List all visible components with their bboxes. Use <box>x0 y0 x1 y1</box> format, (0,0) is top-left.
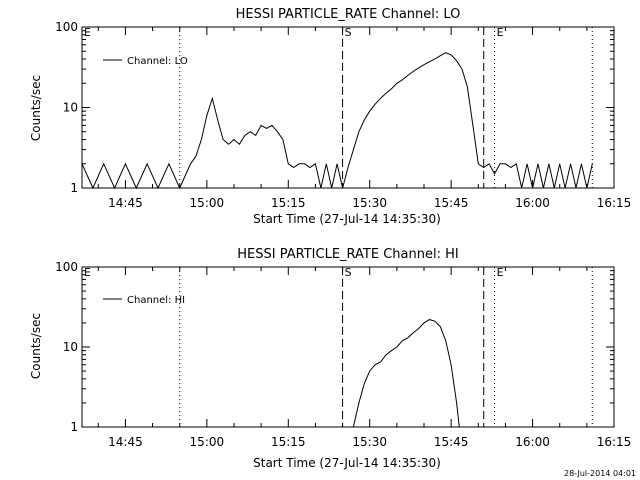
x-tick-label: 15:45 <box>434 196 469 210</box>
y-tick-label: 1 <box>70 420 78 434</box>
chart-panel-hi: HESSI PARTICLE_RATE Channel: HI Counts/s… <box>29 247 631 470</box>
y-tick-label: 10 <box>63 340 78 354</box>
x-tick-label: 15:30 <box>352 435 387 449</box>
chart-panel-lo: HESSI PARTICLE_RATE Channel: LO Counts/s… <box>29 7 631 226</box>
x-tick-label: 16:15 <box>597 196 632 210</box>
y-tick-label: 10 <box>63 101 78 115</box>
series-line <box>352 319 460 428</box>
chart-title: HESSI PARTICLE_RATE Channel: HI <box>237 247 458 262</box>
x-tick-label: 15:15 <box>271 196 306 210</box>
marker-label: E <box>497 26 504 39</box>
x-tick-label: 15:15 <box>271 435 306 449</box>
marker-label: E <box>84 266 91 279</box>
legend: Channel: LO <box>103 56 188 67</box>
marker-label: E <box>497 266 504 279</box>
x-tick-label: 15:30 <box>352 196 387 210</box>
x-axis-label: Start Time (27-Jul-14 14:35:30) <box>253 212 441 226</box>
y-axis-label: Counts/sec <box>29 313 43 379</box>
y-tick-label: 100 <box>55 260 78 274</box>
x-tick-label: 15:45 <box>434 435 469 449</box>
marker-label: S <box>345 26 352 39</box>
legend: Channel: HI <box>103 295 185 306</box>
legend-label: Channel: LO <box>127 56 188 67</box>
series-line <box>81 52 593 190</box>
y-tick-label: 1 <box>70 181 78 195</box>
x-tick-label: 16:15 <box>597 435 632 449</box>
x-tick-label: 14:45 <box>108 435 143 449</box>
x-tick-label: 16:00 <box>515 435 550 449</box>
legend-label: Channel: HI <box>127 295 185 306</box>
x-tick-label: 14:45 <box>108 196 143 210</box>
x-axis-label: Start Time (27-Jul-14 14:35:30) <box>253 456 441 470</box>
chart-title: HESSI PARTICLE_RATE Channel: LO <box>236 7 461 22</box>
x-tick-label: 15:00 <box>190 435 225 449</box>
marker-label: E <box>84 26 91 39</box>
x-tick-label: 16:00 <box>515 196 550 210</box>
y-tick-label: 100 <box>55 20 78 34</box>
x-tick-label: 15:00 <box>190 196 225 210</box>
footer-timestamp: 28-Jul-2014 04:01 <box>564 469 636 478</box>
y-axis-label: Counts/sec <box>29 75 43 141</box>
marker-label: S <box>345 266 352 279</box>
